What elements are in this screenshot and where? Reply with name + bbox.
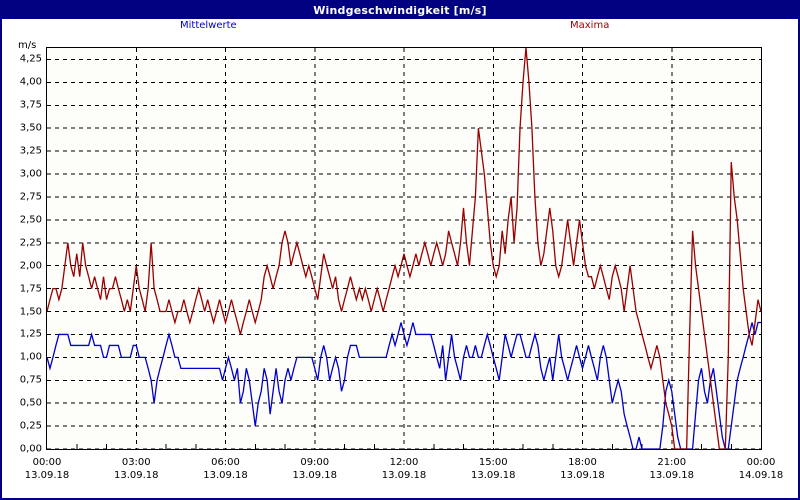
x-axis-tick: 00:00 13.09.18 [25, 457, 70, 481]
y-axis-tick: 4,25 [19, 53, 42, 65]
legend-item-mittelwerte: Mittelwerte [180, 20, 237, 31]
series-line-mittelwerte [47, 321, 761, 449]
x-axis-tick-date: 13.09.18 [381, 470, 427, 481]
x-axis-tick-date: 13.09.18 [649, 470, 695, 481]
y-axis-tick: 0,25 [19, 420, 42, 432]
window-title: Windgeschwindigkeit [m/s] [313, 4, 487, 17]
x-axis-tick-date: 13.09.18 [203, 470, 248, 481]
x-axis-tick: 03:00 13.09.18 [114, 457, 159, 481]
x-axis-tick: 09:00 13.09.18 [292, 457, 337, 481]
y-axis-tick: 1,50 [19, 306, 42, 317]
x-axis-tick-time: 06:00 [211, 457, 240, 468]
x-axis-tick: 12:00 13.09.18 [382, 457, 427, 481]
y-axis-tick: 2,00 [19, 260, 42, 272]
x-axis-tick-date: 13.09.18 [470, 470, 516, 481]
y-axis-tick: 0,00 [19, 443, 42, 455]
x-axis-tick-time: 00:00 [32, 457, 62, 468]
window-title-bar: Windgeschwindigkeit [m/s] [2, 2, 798, 19]
y-axis-unit-label: m/s [18, 40, 37, 51]
y-axis-tick: 3,00 [19, 168, 42, 180]
x-axis-tick-time: 12:00 [389, 457, 419, 468]
y-axis-tick: 3,75 [19, 99, 42, 111]
x-axis-tick: 06:00 13.09.18 [203, 457, 248, 481]
y-axis-tick: 4,00 [19, 76, 42, 88]
y-axis-tick: 2,25 [19, 237, 42, 249]
x-axis-tick: 21:00 13.09.18 [649, 457, 694, 481]
chart-canvas [47, 48, 761, 449]
x-axis-tick-time: 00:00 [746, 457, 776, 468]
legend-item-maxima: Maxima [570, 20, 610, 31]
y-axis-tick: 2,75 [19, 191, 42, 203]
x-axis-tick-date: 13.09.18 [113, 470, 159, 481]
y-axis-tick-labels: 0,00 0,25 0,50 0,75 1,00 1,25 1,50 1,75 2,00 2,25… [2, 47, 42, 455]
x-axis-tick-time: 09:00 [300, 457, 330, 468]
x-axis-tick-date: 13.09.18 [24, 470, 70, 481]
x-axis-tick-labels: 00:00 13.09.18 03:00 13.09.18 06:00 13.09.18 0… [25, 457, 784, 497]
plot-area [46, 47, 762, 450]
series-line-maxima [47, 48, 761, 449]
x-axis-tick: 00:00 14.09.18 [739, 457, 784, 481]
x-axis-tick-date: 13.09.18 [560, 470, 605, 481]
x-axis-tick-time: 18:00 [568, 457, 597, 468]
y-axis-tick: 0,75 [19, 374, 42, 386]
x-axis-tick-time: 15:00 [478, 457, 508, 468]
y-axis-tick: 1,75 [19, 283, 42, 295]
plot-frame [46, 47, 762, 450]
y-axis-tick: 0,50 [19, 397, 42, 409]
x-axis-tick-time: 21:00 [657, 457, 687, 468]
x-axis-tick: 15:00 13.09.18 [471, 457, 516, 481]
x-axis-tick-date: 13.09.18 [292, 470, 338, 481]
y-axis-tick: 2,50 [19, 214, 42, 226]
y-axis-tick: 3,25 [19, 145, 42, 157]
y-axis-tick: 1,00 [19, 351, 42, 363]
x-axis-tick-date: 14.09.18 [738, 470, 784, 481]
y-axis-tick: 1,25 [19, 328, 42, 340]
chart-legend: Mittelwerte Maxima [2, 20, 798, 36]
x-axis-tick: 18:00 13.09.18 [560, 457, 605, 481]
x-axis-tick-time: 03:00 [121, 457, 151, 468]
y-axis-tick: 3,50 [19, 122, 42, 134]
